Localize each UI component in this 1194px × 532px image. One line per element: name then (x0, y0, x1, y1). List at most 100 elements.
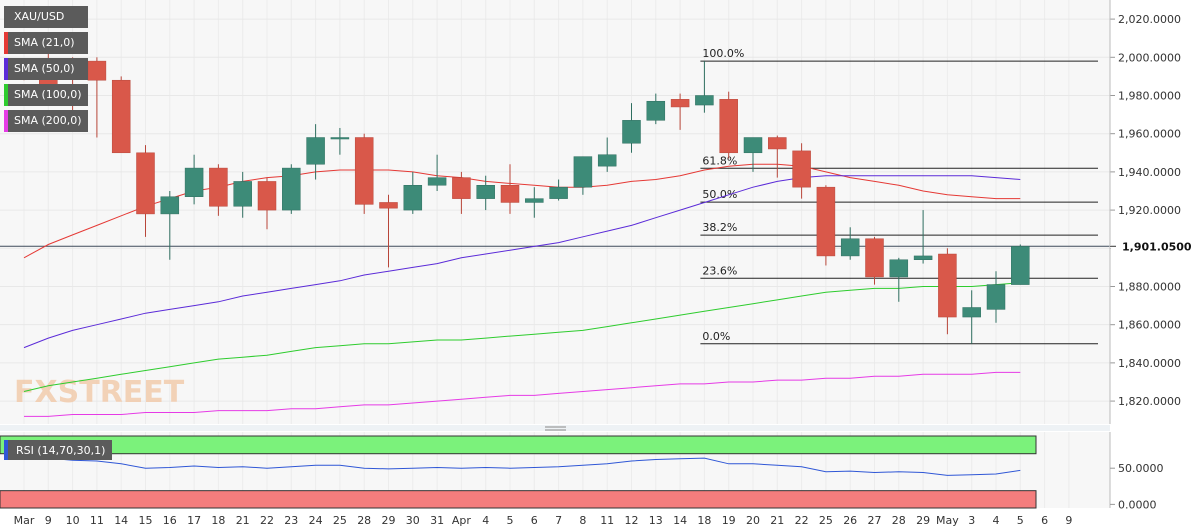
candle (1011, 244, 1030, 285)
x-tick-label: 14 (673, 514, 687, 527)
candle-body (111, 79, 131, 154)
candle (695, 61, 714, 113)
legend-sma-100[interactable]: SMA (100,0) (4, 84, 88, 106)
x-tick-label: 6 (531, 514, 538, 527)
current-price-tag: 1,901.0500 (1109, 236, 1194, 256)
y-tick-label: 1,880.0000 (1118, 280, 1181, 293)
legend-swatch (4, 84, 8, 106)
y-tick-label: 2,000.0000 (1118, 51, 1181, 64)
candle (743, 137, 763, 172)
candle-body (403, 185, 423, 211)
candle (233, 171, 252, 218)
x-tick-label: 8 (579, 514, 586, 527)
x-tick-label: 20 (746, 514, 760, 527)
candle-body (962, 307, 981, 318)
candle-body (306, 137, 325, 165)
candle (889, 257, 909, 302)
x-tick-label: 22 (795, 514, 809, 527)
y-tick-label: 1,820.0000 (1118, 395, 1181, 408)
candle (573, 156, 593, 195)
sma-line (23, 175, 1021, 349)
x-tick-label: 18 (211, 514, 225, 527)
rsi-y-tick-label: 0.0000 (1118, 498, 1157, 511)
x-tick-label: 3 (968, 514, 975, 527)
y-tick-label: 2,020.0000 (1118, 13, 1181, 26)
x-tick-label: May (936, 514, 959, 527)
fib-level-label: 61.8% (702, 154, 737, 167)
x-tick-label: 25 (333, 514, 347, 527)
y-tick-label: 1,940.0000 (1118, 166, 1181, 179)
rsi-legend: RSI (14,70,30,1) (4, 440, 112, 460)
x-tick-label: 23 (284, 514, 298, 527)
y-tick-label: 1,920.0000 (1118, 204, 1181, 217)
x-tick-label: 22 (260, 514, 274, 527)
candle-body (719, 99, 738, 154)
candle (184, 154, 204, 205)
candle (549, 179, 568, 201)
candle-body (330, 137, 350, 140)
x-tick-label: 9 (1065, 514, 1072, 527)
x-tick-label: 11 (600, 514, 614, 527)
candle (111, 76, 131, 154)
candle (719, 91, 738, 159)
candle-body (257, 181, 277, 211)
candle (962, 290, 981, 344)
x-tick-label: 5 (1017, 514, 1024, 527)
candle (379, 194, 398, 268)
candle (670, 93, 690, 130)
x-tick-label: 21 (770, 514, 784, 527)
candle-body (622, 120, 641, 144)
x-tick-label: 12 (625, 514, 639, 527)
candle (622, 103, 641, 153)
x-tick-label: 25 (819, 514, 833, 527)
candle-body (913, 255, 933, 260)
x-tick-label: 18 (697, 514, 711, 527)
candle (986, 271, 1006, 323)
candle-body (938, 253, 957, 318)
candle (306, 124, 325, 180)
x-tick-label: 21 (236, 514, 250, 527)
x-tick-label: 14 (114, 514, 128, 527)
rsi-y-tick-label: 50.0000 (1118, 462, 1164, 475)
candle-body (184, 167, 204, 197)
rsi-line (23, 454, 1021, 476)
x-tick-label: 6 (1041, 514, 1048, 527)
candle (913, 210, 933, 264)
candle-body (209, 167, 228, 207)
candle (330, 127, 350, 155)
candle-body (840, 238, 860, 257)
candle-body (670, 99, 690, 108)
candle (792, 143, 811, 199)
candle-body (549, 186, 568, 199)
x-tick-label: 13 (649, 514, 663, 527)
candle (403, 171, 423, 214)
legend-sma-50[interactable]: SMA (50,0) (4, 58, 88, 80)
sma-100-label: SMA (100,0) (14, 88, 82, 101)
candle (452, 171, 471, 214)
candle-body (986, 284, 1006, 310)
fib-level-label: 50.0% (702, 188, 737, 201)
candle (209, 164, 228, 216)
candle (500, 164, 520, 214)
candle (427, 154, 447, 191)
x-tick-label: 29 (916, 514, 930, 527)
candle-body (282, 167, 301, 211)
legend-sma-200[interactable]: SMA (200,0) (4, 110, 88, 132)
x-tick-label: 7 (555, 514, 562, 527)
legend-sma-21[interactable]: SMA (21,0) (4, 32, 88, 54)
candle-body (1011, 246, 1030, 285)
legend-swatch (4, 58, 8, 80)
sma-line (24, 371, 1021, 417)
candle-body (160, 196, 180, 215)
legend-symbol[interactable]: XAU/USD (4, 6, 88, 28)
x-tick-label: 17 (187, 514, 201, 527)
rsi-legend-swatch (4, 440, 8, 460)
x-tick-label: 16 (163, 514, 177, 527)
candle-body (889, 259, 909, 278)
x-tick-label: 4 (993, 514, 1000, 527)
candle (476, 175, 495, 211)
candle-body (87, 60, 107, 81)
rsi-overbought-zone (0, 435, 1037, 455)
candle-body (354, 137, 374, 205)
